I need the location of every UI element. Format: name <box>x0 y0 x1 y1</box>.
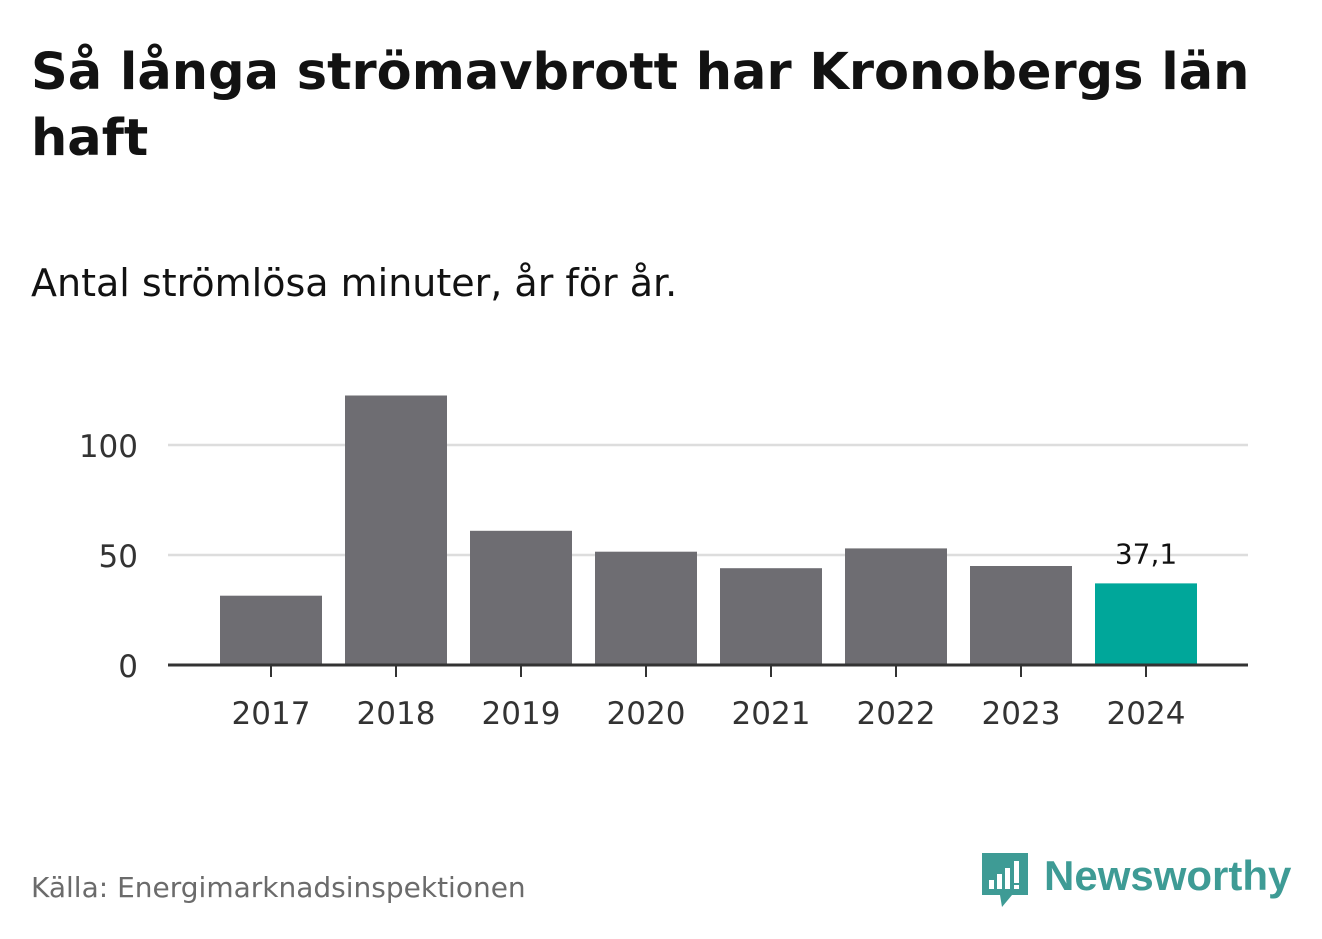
x-tick-label: 2023 <box>982 696 1061 732</box>
x-tick-label: 2018 <box>357 696 436 732</box>
x-tick-label: 2019 <box>482 696 561 732</box>
chart-title: Så långa strömavbrott har Kronobergs län… <box>31 43 1250 168</box>
source-note: Källa: Energimarknadsinspektionen <box>31 871 526 904</box>
chart-subtitle: Antal strömlösa minuter, år för år. <box>31 261 678 305</box>
labels: 0 50 100 2017 2018 2019 2020 2021 2022 2023 2024 37… <box>79 429 1186 732</box>
bar-2018 <box>345 395 447 665</box>
bar-2021 <box>720 568 822 665</box>
bar-chart: 0 50 100 2017 2018 2019 2020 2021 2022 2023 2024 37… <box>79 395 1248 732</box>
bars <box>220 395 1197 665</box>
brand-logo-group: Newsworthy <box>980 850 1291 910</box>
bar-chart-speech-bubble-icon <box>982 853 1028 907</box>
bar-2020 <box>595 551 697 665</box>
y-tick-label: 50 <box>99 539 138 575</box>
axes <box>168 663 1248 677</box>
bar-2017 <box>220 595 322 665</box>
bar-2019 <box>470 530 572 665</box>
x-tick-label: 2024 <box>1107 696 1186 732</box>
bar-2024 <box>1095 583 1197 665</box>
x-tick-label: 2022 <box>857 696 936 732</box>
data-label: 37,1 <box>1115 537 1177 570</box>
bar-2022 <box>845 548 947 665</box>
brand-name: Newsworthy <box>1044 852 1292 899</box>
bar-2023 <box>970 566 1072 665</box>
x-tick-label: 2021 <box>732 696 811 732</box>
gridlines <box>168 443 1248 557</box>
x-tick-label: 2017 <box>232 696 311 732</box>
x-tick-label: 2020 <box>607 696 686 732</box>
y-tick-label: 0 <box>118 649 138 685</box>
y-tick-label: 100 <box>79 429 138 465</box>
